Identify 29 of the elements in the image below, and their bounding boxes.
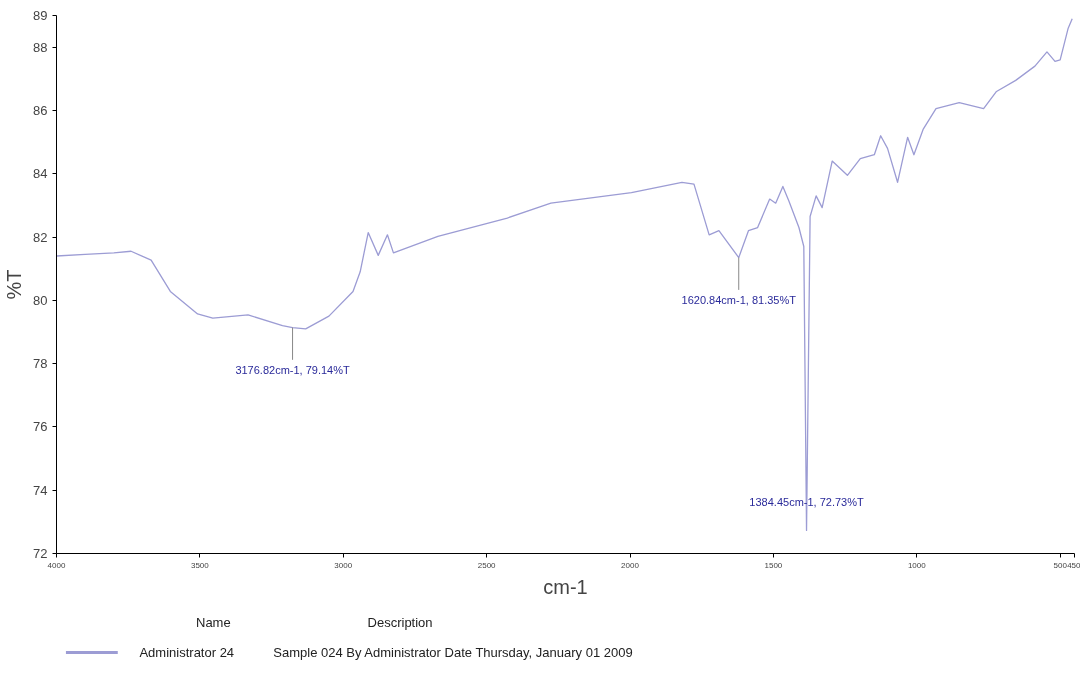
x-tick-label: 1500 — [764, 560, 783, 570]
x-tick-label: 3000 — [334, 560, 353, 570]
text: Name — [196, 615, 231, 630]
x-tick-label: 2000 — [621, 560, 640, 570]
annotation: 3176.82cm-1, 79.14%T — [235, 363, 351, 376]
y-tick-label: 88 — [33, 39, 48, 55]
annotation: 1620.84cm-1, 81.35%T — [681, 293, 797, 306]
y-tick-label: 84 — [33, 166, 48, 182]
x-tick-label: 450 — [1067, 560, 1082, 570]
y-axis-title: %T — [3, 269, 26, 300]
y-tick-label: 89 — [33, 8, 48, 23]
y-tick-label: 76 — [33, 419, 48, 435]
text: Sample 024 By Administrator Date Thursday, January 01 2009 — [273, 645, 633, 660]
legend-label: Administrator 24 — [139, 645, 235, 660]
x-axis-title: cm-1 — [543, 575, 588, 598]
text: Description — [367, 615, 433, 630]
x-tick-label: 1000 — [907, 560, 927, 570]
y-tick-label: 72 — [33, 546, 48, 561]
x-tick-label: 4000 — [47, 560, 66, 570]
y-tick-label: 78 — [33, 356, 48, 372]
x-tick-label: 3500 — [190, 560, 210, 570]
annotation: 1384.45cm-1, 72.73%T — [749, 496, 864, 509]
y-tick-label: 80 — [33, 292, 48, 308]
x-tick-label: 500 — [1053, 560, 1068, 570]
y-tick-label: 74 — [33, 482, 48, 498]
y-tick-label: 82 — [33, 229, 48, 245]
x-tick-label: 2500 — [477, 560, 497, 570]
y-tick-label: 86 — [33, 102, 48, 118]
line-series — [56, 18, 1073, 532]
